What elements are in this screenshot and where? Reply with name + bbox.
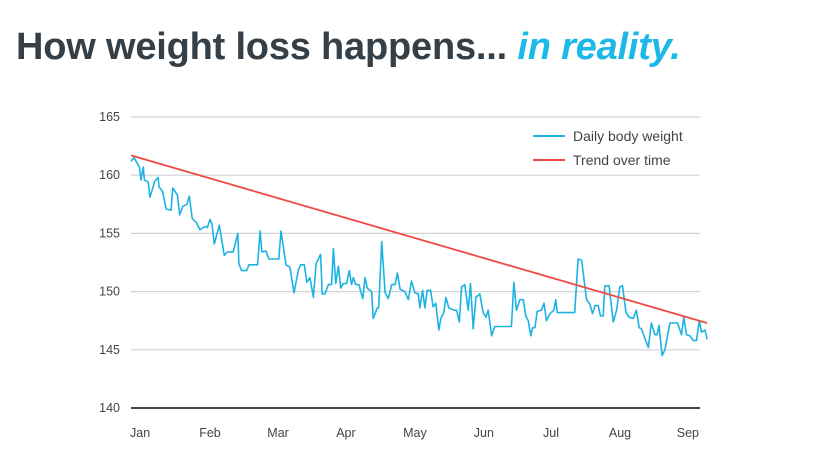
page-title: How weight loss happens... in reality. xyxy=(16,26,806,69)
x-tick-label: Mar xyxy=(267,426,289,440)
x-tick-label: May xyxy=(403,426,427,440)
y-tick-label: 140 xyxy=(99,401,120,415)
trend-line xyxy=(130,154,708,324)
daily-weight-line xyxy=(130,156,708,357)
y-axis-ticks: 140 145 150 155 160 165 xyxy=(99,110,120,415)
x-tick-label: Jun xyxy=(474,426,494,440)
x-tick-label: Sep xyxy=(677,426,699,440)
y-tick-label: 160 xyxy=(99,168,120,182)
y-tick-label: 165 xyxy=(99,110,120,124)
y-tick-label: 145 xyxy=(99,343,120,357)
title-accent: in reality. xyxy=(517,26,681,68)
x-tick-label: Feb xyxy=(199,426,221,440)
title-main: How weight loss happens... xyxy=(16,26,507,68)
x-tick-label: Apr xyxy=(336,426,355,440)
y-tick-label: 155 xyxy=(99,226,120,240)
x-tick-label: Jul xyxy=(543,426,559,440)
legend: Daily body weight Trend over time xyxy=(533,128,683,168)
legend-label-trend: Trend over time xyxy=(573,152,671,168)
x-tick-label: Aug xyxy=(609,426,631,440)
legend-label-daily: Daily body weight xyxy=(573,128,683,144)
x-axis-ticks: Jan Feb Mar Apr May Jun Jul Aug Sep xyxy=(130,426,699,440)
series xyxy=(130,154,708,357)
y-tick-label: 150 xyxy=(99,285,120,299)
x-tick-label: Jan xyxy=(130,426,150,440)
